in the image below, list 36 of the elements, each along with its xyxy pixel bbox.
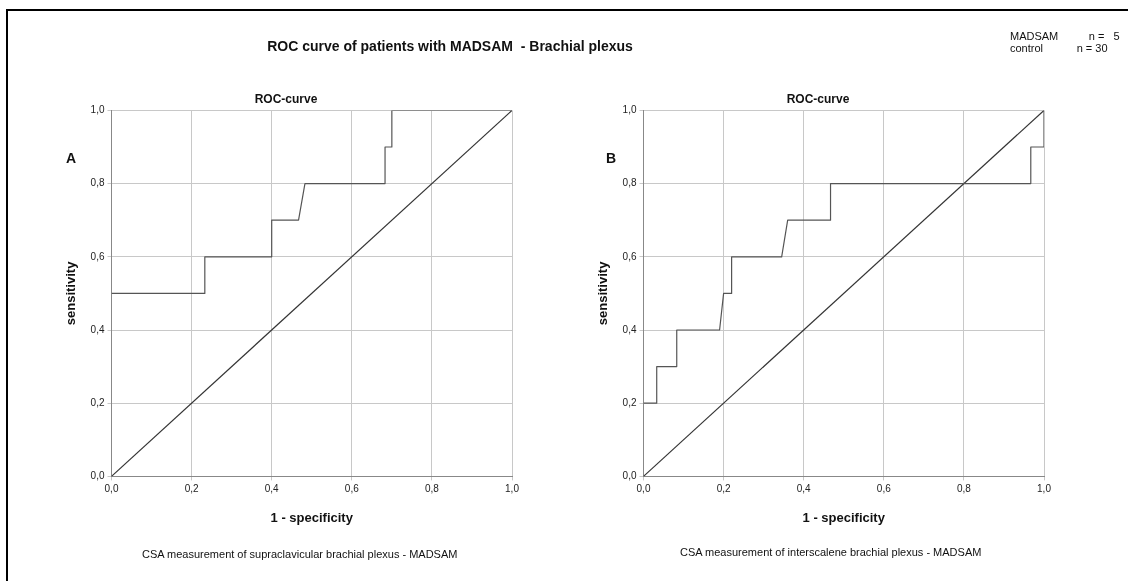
y-tick-label: 0,2	[90, 396, 105, 408]
text: B	[606, 150, 617, 166]
y-tick-label: 0,6	[622, 250, 637, 262]
x-tick-label: 0,0	[104, 483, 119, 495]
y-tick-label: 0,8	[90, 177, 105, 189]
y-axis-title: sensitivity	[63, 260, 79, 326]
x-tick-label: 0,2	[716, 483, 731, 495]
y-tick-label: 0,6	[90, 250, 105, 262]
x-tick-label: 1,0	[1037, 483, 1052, 495]
text: CSA measurement of interscalene brachial plexus - MADSAM	[680, 546, 982, 558]
chart-title: ROC-curve	[786, 91, 850, 106]
y-tick-label: 0,2	[622, 396, 637, 408]
y-axis-title: sensitivity	[595, 260, 611, 326]
text: CSA measurement of supraclavicular brachial plexus - MADSAM	[142, 548, 458, 560]
y-tick-label: 0,0	[90, 470, 105, 482]
y-tick-label: 0,0	[622, 470, 637, 482]
text: ROC curve of patients with MADSAM - Brachial plexus	[266, 38, 634, 54]
text: MADSAM n = 5 control n = 30	[1010, 30, 1120, 54]
y-tick-label: 0,4	[622, 323, 637, 335]
x-tick-label: 0,4	[264, 483, 280, 495]
x-tick-label: 0,8	[956, 483, 972, 495]
x-tick-label: 1,0	[505, 483, 520, 495]
y-tick-label: 0,4	[90, 323, 105, 335]
x-tick-label: 0,6	[344, 483, 360, 495]
x-tick-label: 0,6	[876, 483, 892, 495]
y-tick-label: 0,8	[622, 177, 637, 189]
chart-title: ROC-curve	[254, 91, 318, 106]
text: A	[66, 150, 77, 166]
x-tick-label: 0,0	[636, 483, 651, 495]
x-axis-title: 1 - specificity	[270, 509, 354, 525]
y-tick-label: 1,0	[90, 104, 105, 116]
y-tick-label: 1,0	[622, 104, 637, 116]
x-tick-label: 0,8	[424, 483, 440, 495]
x-axis-title: 1 - specificity	[802, 509, 886, 525]
x-tick-label: 0,4	[796, 483, 812, 495]
x-tick-label: 0,2	[184, 483, 199, 495]
